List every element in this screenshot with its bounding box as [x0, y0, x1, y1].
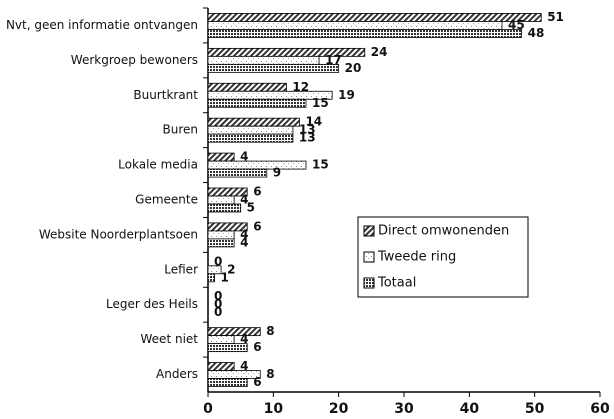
legend-label: Tweede ring	[377, 250, 456, 265]
value-label: 15	[312, 158, 329, 172]
value-label: 4	[240, 193, 248, 207]
bar	[207, 117, 300, 127]
y-tick-label: Buren	[163, 123, 199, 137]
y-tick-label: Lokale media	[118, 158, 198, 172]
bar	[207, 13, 542, 22]
bar	[207, 327, 261, 337]
value-label: 6	[253, 340, 261, 354]
bar	[207, 195, 235, 205]
bar	[207, 55, 320, 65]
bar	[207, 203, 242, 213]
value-label: 8	[266, 324, 274, 338]
bar	[207, 168, 268, 178]
bar	[207, 133, 294, 143]
value-label: 2	[227, 262, 235, 276]
bar	[207, 29, 523, 38]
value-label: 48	[528, 26, 545, 40]
bar	[207, 343, 248, 353]
bar	[207, 362, 235, 371]
bar	[207, 160, 307, 170]
value-label: 4	[240, 150, 248, 164]
value-label: 1	[221, 270, 229, 284]
legend-swatch	[363, 251, 375, 263]
bar	[207, 230, 235, 240]
legend-label: Totaal	[377, 276, 416, 291]
y-tick-label: Leger des Heils	[106, 297, 198, 311]
value-label: 14	[305, 115, 322, 129]
value-label: 24	[371, 45, 388, 59]
value-label: 6	[253, 375, 261, 389]
x-tick-label: 20	[329, 401, 349, 417]
value-label: 0	[214, 305, 222, 319]
value-label: 4	[240, 235, 248, 249]
y-tick-label: Lefier	[164, 262, 198, 276]
value-label: 4	[240, 332, 248, 346]
value-label: 51	[547, 10, 564, 24]
value-label: 4	[240, 359, 248, 373]
x-tick-label: 30	[394, 401, 414, 417]
value-label: 19	[338, 88, 355, 102]
value-label: 20	[345, 61, 362, 75]
value-label: 13	[299, 123, 316, 137]
y-tick-label: Anders	[156, 367, 198, 381]
bar	[207, 21, 503, 30]
y-tick-label: Buurtkrant	[133, 88, 198, 102]
value-label: 5	[247, 201, 255, 215]
x-tick-label: 50	[525, 401, 545, 417]
value-label: 4	[240, 227, 248, 241]
bar	[207, 265, 222, 275]
value-label: 13	[299, 131, 316, 145]
bar	[207, 63, 340, 73]
value-label: 17	[325, 53, 342, 67]
bar	[207, 152, 235, 162]
bar	[207, 125, 294, 135]
value-label: 45	[508, 18, 525, 32]
value-label: 0	[214, 254, 222, 268]
value-label: 9	[273, 166, 281, 180]
value-label: 8	[266, 367, 274, 381]
bar	[207, 98, 307, 108]
legend-box	[357, 216, 529, 298]
y-tick-label: Gemeente	[135, 193, 198, 207]
value-label: 6	[253, 185, 261, 199]
legend-swatch	[363, 277, 375, 289]
x-tick-label: 0	[203, 401, 213, 417]
x-tick-label: 60	[590, 401, 610, 417]
value-label: 15	[312, 96, 329, 110]
bar	[207, 273, 215, 283]
x-tick-label: 10	[264, 401, 284, 417]
bar	[207, 335, 235, 345]
value-label: 6	[253, 219, 261, 233]
x-tick-label: 40	[460, 401, 480, 417]
bar	[207, 378, 248, 387]
legend-swatch	[363, 225, 375, 237]
value-label: 0	[214, 297, 222, 311]
y-tick-label: Weet niet	[141, 332, 199, 346]
legend-label: Direct omwonenden	[378, 224, 509, 239]
y-tick-label: Website Noorderplantsoen	[39, 227, 198, 241]
value-label: 0	[214, 289, 222, 303]
y-tick-label: Nvt, geen informatie ontvangen	[6, 18, 198, 32]
y-tick-label: Werkgroep bewoners	[71, 53, 198, 67]
value-label: 12	[292, 80, 309, 94]
bar	[207, 238, 235, 248]
bar	[207, 82, 287, 92]
